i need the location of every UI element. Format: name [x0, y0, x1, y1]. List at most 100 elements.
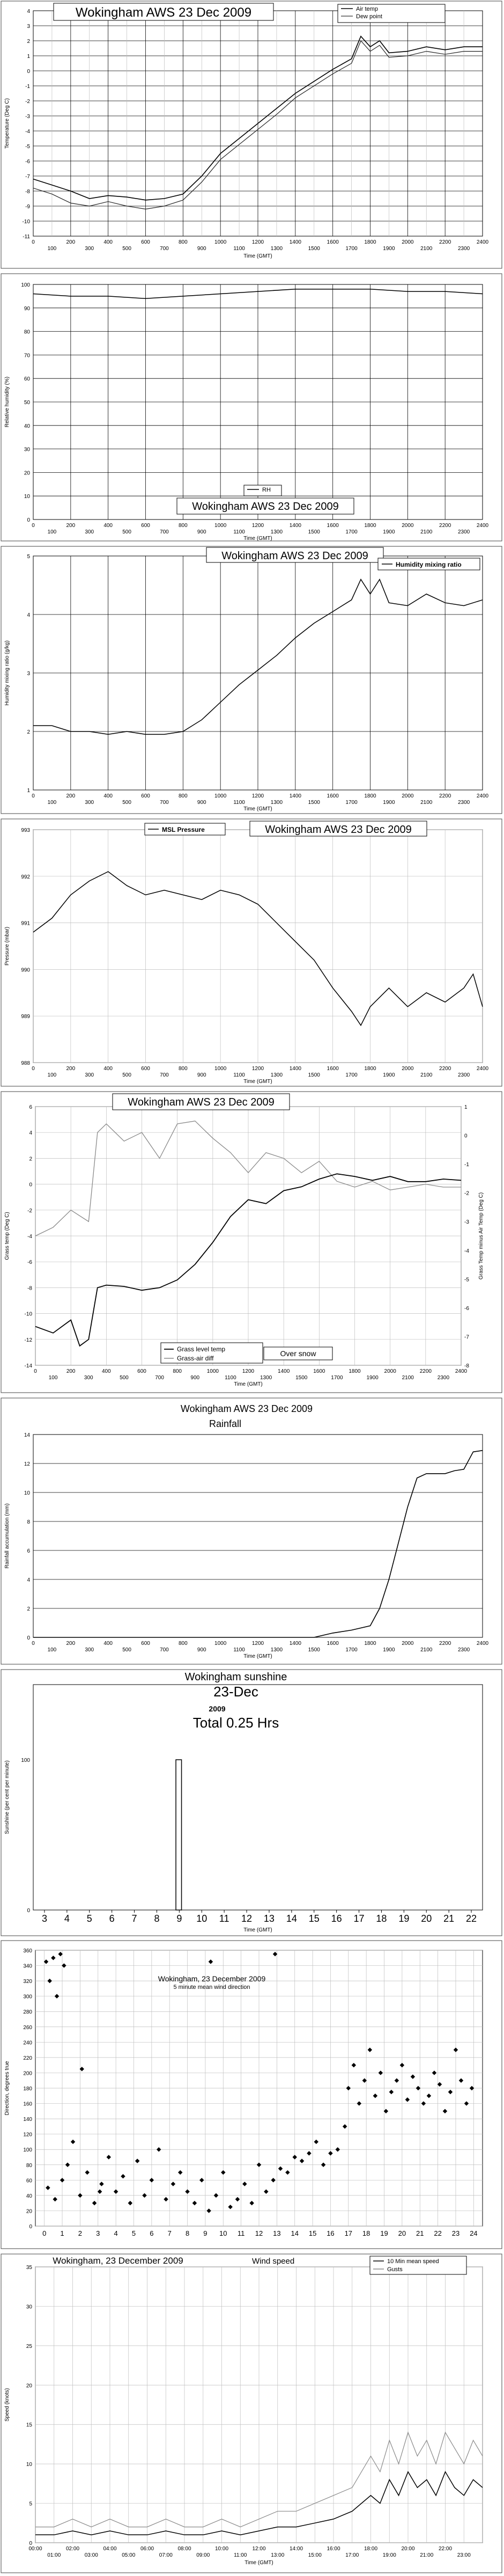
temp-x-tick-label-lower: 1300 [271, 246, 283, 252]
rain-x-tick-label: 1400 [290, 1641, 302, 1646]
grass-x-axis-label: Time (GMT) [234, 1381, 263, 1387]
wdir-y-tick-label: 260 [23, 2025, 32, 2031]
grass-annotation-box [263, 1346, 333, 1360]
sun-x-tick-label: 9 [176, 1913, 182, 1924]
wdir-y-axis-label: Direction, degrees true [4, 2061, 10, 2116]
grass-x-tick-label: 1400 [278, 1368, 290, 1374]
mix-legend-label: Humidity mixing ratio [396, 561, 462, 568]
press-x-tick-label-lower: 700 [160, 1072, 169, 1078]
mix-x-tick-label-lower: 1500 [308, 800, 321, 806]
wspd-x-tick-label: 14:00 [290, 2546, 303, 2552]
sun-x-axis-label: Time (GMT) [243, 1927, 272, 1933]
rain-y-tick-label: 4 [27, 1577, 30, 1583]
wspd-x-tick-label: 08:00 [177, 2546, 191, 2552]
wspd-x-tick-label: 04:00 [103, 2546, 116, 2552]
sun-chart-title: Wokingham sunshine [185, 1671, 287, 1683]
mix-chart-title: Wokingham AWS 23 Dec 2009 [221, 550, 368, 562]
press-x-tick-label-lower: 300 [85, 1072, 94, 1078]
temp-y-tick-label: -2 [25, 99, 30, 105]
temp-x-tick-label: 1000 [214, 239, 227, 245]
mix-x-tick-label-lower: 900 [197, 800, 206, 806]
wind-direction-point [62, 1963, 66, 1968]
temp-x-tick-label-lower: 1700 [345, 246, 358, 252]
wdir-x-tick-label: 17 [345, 2229, 352, 2237]
rain-x-tick-label: 1000 [214, 1641, 227, 1646]
wind-direction-point [378, 2070, 383, 2075]
mix-x-tick-label: 1400 [290, 793, 302, 799]
wspd-x-tick-label: 20:00 [401, 2546, 414, 2552]
rain-y-tick-label: 10 [24, 1490, 31, 1496]
rain-y-tick-label: 2 [27, 1606, 30, 1612]
wdir-x-tick-label: 12 [255, 2229, 263, 2237]
rh-x-tick-label: 1600 [327, 523, 339, 529]
wdir-x-tick-label: 23 [452, 2229, 459, 2237]
mix-x-tick-label: 2000 [402, 793, 414, 799]
sun-total-label: Total 0.25 Hrs [193, 1715, 279, 1731]
rain-x-tick-label-lower: 900 [197, 1647, 206, 1653]
rh-x-tick-label: 2000 [402, 523, 414, 529]
press-x-tick-label-lower: 1100 [233, 1072, 245, 1078]
wdir-y-tick-label: 140 [23, 2117, 32, 2123]
grass-x-tick-label-lower: 1500 [295, 1375, 308, 1381]
rh-legend-label: RH [262, 487, 271, 493]
rain-x-tick-label-lower: 300 [85, 1647, 94, 1653]
sun-x-tick-label: 14 [286, 1913, 297, 1924]
grass-y-tick-label: -4 [27, 1234, 32, 1240]
grass-x-tick-label: 0 [34, 1368, 37, 1374]
press-y-tick-label: 989 [21, 1014, 30, 1020]
rh-x-tick-label: 2400 [477, 523, 489, 529]
rain-x-tick-label-lower: 100 [48, 1647, 57, 1653]
sunshine-chart: 100 0 3 4 5 6 7 8 9 10 11 12 13 14 15 16 17 18 19 20 21 22 Tim… [1, 1669, 502, 1936]
rain-x-tick-label-lower: 700 [160, 1647, 169, 1653]
temp-title-box [53, 3, 274, 21]
grass-x-tick-label: 1000 [207, 1368, 219, 1374]
press-x-tick-label-lower: 1900 [383, 1072, 395, 1078]
sun-x-tick-label: 10 [196, 1913, 207, 1924]
temp-x-tick-label-lower: 1900 [383, 246, 395, 252]
rh-y-tick-label: 10 [24, 494, 31, 500]
wdir-y-tick-label: 100 [23, 2147, 32, 2153]
rh-x-tick-label: 400 [103, 523, 113, 529]
grass-x-tick-label: 600 [137, 1368, 146, 1374]
grass-annotation: Over snow [280, 1349, 317, 1358]
grass-x-tick-label: 1200 [242, 1368, 255, 1374]
rh-x-tick-label-lower: 100 [48, 529, 57, 535]
grass-x-tick-label-lower: 2100 [402, 1375, 414, 1381]
wspd-x-tick-label-lower: 19:00 [383, 2552, 396, 2558]
temp-legend-box [337, 4, 446, 23]
wdir-y-tick-label: 80 [26, 2163, 33, 2169]
press-x-tick-label-lower: 2300 [458, 1072, 470, 1078]
rh-x-tick-label: 1000 [214, 523, 227, 529]
wspd-x-tick-label: 10:00 [215, 2546, 228, 2552]
rh-y-axis-label: Relative humidity (%) [4, 377, 10, 427]
grass-air-diff-series-line [35, 1121, 461, 1236]
press-x-tick-label: 2200 [439, 1066, 451, 1072]
temp-x-tick-label-lower: 700 [160, 246, 169, 252]
grass-x-tick-label: 2000 [384, 1368, 397, 1374]
mix-title-box [206, 547, 384, 563]
temp-y-tick-label: -9 [25, 204, 30, 210]
sun-x-tick-label: 16 [331, 1913, 342, 1924]
mix-x-tick-label-lower: 500 [122, 800, 131, 806]
grass-y-tick-label: 0 [29, 1182, 32, 1188]
press-y-tick-label: 992 [21, 874, 30, 880]
temp-x-tick-label-lower: 100 [48, 246, 57, 252]
sun-x-tick-label: 22 [466, 1913, 477, 1924]
wdir-x-tick-label: 10 [219, 2229, 227, 2237]
grass-y2-tick-label: -3 [464, 1219, 469, 1225]
temp-x-tick-label: 1600 [327, 239, 339, 245]
mix-y-axis-label: Humidity mixing ratio (g/kg) [4, 640, 10, 705]
press-x-tick-label: 1200 [252, 1066, 264, 1072]
rainfall-series-line [33, 1450, 483, 1638]
grass-legend-box [160, 1342, 263, 1364]
gusts-series-line [35, 2431, 483, 2528]
mixing-ratio-series-line [33, 578, 483, 735]
rain-x-tick-label: 600 [141, 1641, 150, 1646]
wdir-y-tick-label: 20 [26, 2208, 33, 2214]
wdir-x-tick-label: 2 [78, 2229, 82, 2237]
grass-y-tick-label: -8 [27, 1285, 32, 1291]
wspd-x-tick-label-lower: 13:00 [271, 2552, 284, 2558]
wind-direction-point [121, 2174, 125, 2179]
